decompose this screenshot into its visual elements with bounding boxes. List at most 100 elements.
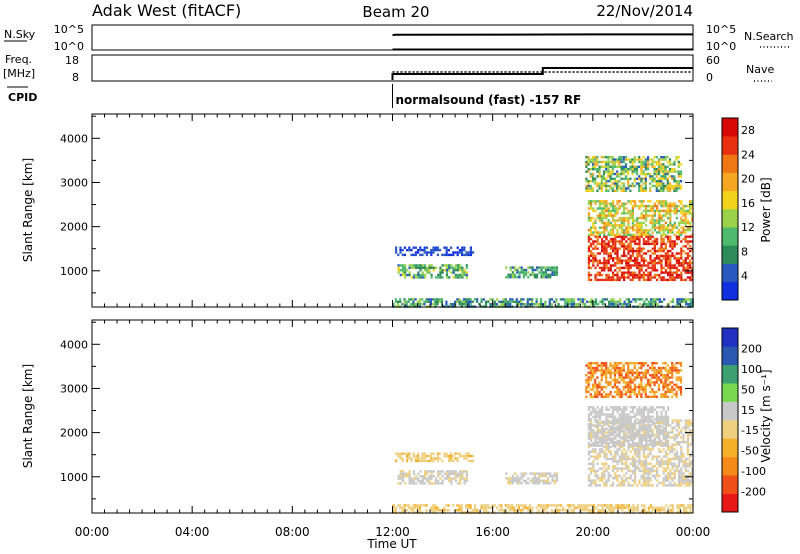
heatmap-cell <box>591 165 595 168</box>
heatmap-cell <box>441 264 444 267</box>
heatmap-cell <box>544 268 547 272</box>
heatmap-cell <box>662 477 665 480</box>
heatmap-cell <box>680 474 683 477</box>
heatmap-cell <box>691 276 694 279</box>
heatmap-cell <box>667 273 670 277</box>
heatmap-cell <box>594 395 597 398</box>
heatmap-cell <box>667 252 670 255</box>
heatmap-cell <box>651 160 654 164</box>
heatmap-cell <box>465 504 468 507</box>
heatmap-cell <box>401 506 404 509</box>
heatmap-cell <box>658 212 661 215</box>
heatmap-cell <box>592 455 595 458</box>
heatmap-cell <box>397 477 400 480</box>
heatmap-cell <box>635 170 639 173</box>
heatmap-cell <box>647 448 650 451</box>
heatmap-cell <box>684 441 687 444</box>
heatmap-cell <box>544 482 547 485</box>
heatmap-cell <box>689 249 692 253</box>
heatmap-cell <box>678 460 681 463</box>
heatmap-cell <box>592 509 595 512</box>
heatmap-cell <box>671 204 674 208</box>
heatmap-cell <box>408 470 411 473</box>
heatmap-cell <box>594 481 597 485</box>
heatmap-cell <box>594 455 597 458</box>
heatmap-cell <box>691 204 694 208</box>
heatmap-cell <box>656 410 659 414</box>
heatmap-cell <box>667 266 670 270</box>
heatmap-cell <box>667 259 670 262</box>
heatmap-cell <box>598 467 601 470</box>
heatmap-cell <box>653 477 656 480</box>
heatmap-cell <box>658 257 661 260</box>
heatmap-cell <box>596 237 599 241</box>
heatmap-cell <box>590 504 593 507</box>
heatmap-cell <box>667 261 670 265</box>
heatmap-cell <box>403 298 406 301</box>
heatmap-cell <box>611 395 614 398</box>
heatmap-cell <box>658 231 661 234</box>
heatmap-cell <box>678 224 681 227</box>
heatmap-cell <box>640 425 643 428</box>
heatmap-cell <box>613 158 617 161</box>
heatmap-cell <box>629 445 632 449</box>
heatmap-cell <box>452 253 455 257</box>
heatmap-cell <box>401 303 404 306</box>
heatmap-cell <box>547 479 550 482</box>
heatmap-cell <box>441 475 444 478</box>
heatmap-cell <box>544 300 547 303</box>
power-data-cells <box>392 156 694 308</box>
heatmap-cell <box>428 271 431 274</box>
heatmap-cell <box>623 271 626 274</box>
heatmap-cell <box>605 200 608 203</box>
heatmap-cell <box>662 242 665 246</box>
heatmap-cell <box>432 298 435 301</box>
heatmap-cell <box>587 366 590 370</box>
heatmap-cell <box>647 214 650 217</box>
heatmap-cell <box>415 482 418 485</box>
heatmap-cell <box>656 413 659 416</box>
heatmap-cell <box>686 441 689 444</box>
heatmap-cell <box>605 436 608 439</box>
heatmap-cell <box>614 422 617 426</box>
heatmap-cell <box>592 303 595 306</box>
heatmap-cell <box>587 271 590 274</box>
heatmap-cell <box>478 303 481 306</box>
heatmap-cell <box>461 454 464 458</box>
heatmap-cell <box>635 393 639 396</box>
heatmap-cell <box>603 231 606 234</box>
heatmap-cell <box>454 457 457 460</box>
heatmap-cell <box>627 209 630 213</box>
heatmap-cell <box>555 477 558 480</box>
colorbar-tick-label: 200 <box>741 342 762 355</box>
heatmap-cell <box>589 180 592 183</box>
heatmap-cell <box>673 257 676 260</box>
heatmap-cell <box>585 386 588 389</box>
heatmap-cell <box>609 212 612 215</box>
heatmap-cell <box>447 457 450 460</box>
heatmap-cell <box>616 420 619 423</box>
heatmap-cell <box>662 254 665 258</box>
heatmap-cell <box>680 504 683 507</box>
heatmap-cell <box>653 474 656 477</box>
colorbar-tick-label: 16 <box>741 197 755 210</box>
heatmap-cell <box>662 168 665 171</box>
heatmap-cell <box>460 300 463 303</box>
heatmap-cell <box>616 418 619 421</box>
heatmap-cell <box>590 228 593 232</box>
heatmap-cell <box>594 369 597 372</box>
heatmap-cell <box>638 469 641 473</box>
heatmap-cell <box>620 369 623 372</box>
heatmap-cell <box>625 266 628 270</box>
heatmap-cell <box>675 378 678 382</box>
heatmap-cell <box>627 371 630 374</box>
heatmap-cell <box>640 233 643 237</box>
heatmap-cell <box>640 418 643 421</box>
heatmap-cell <box>551 266 554 269</box>
heatmap-cell <box>627 172 630 176</box>
heatmap-cell <box>623 259 626 262</box>
heatmap-cell <box>590 479 593 482</box>
heatmap-cell <box>675 276 678 279</box>
heatmap-cell <box>511 504 514 507</box>
heatmap-cell <box>651 180 654 183</box>
